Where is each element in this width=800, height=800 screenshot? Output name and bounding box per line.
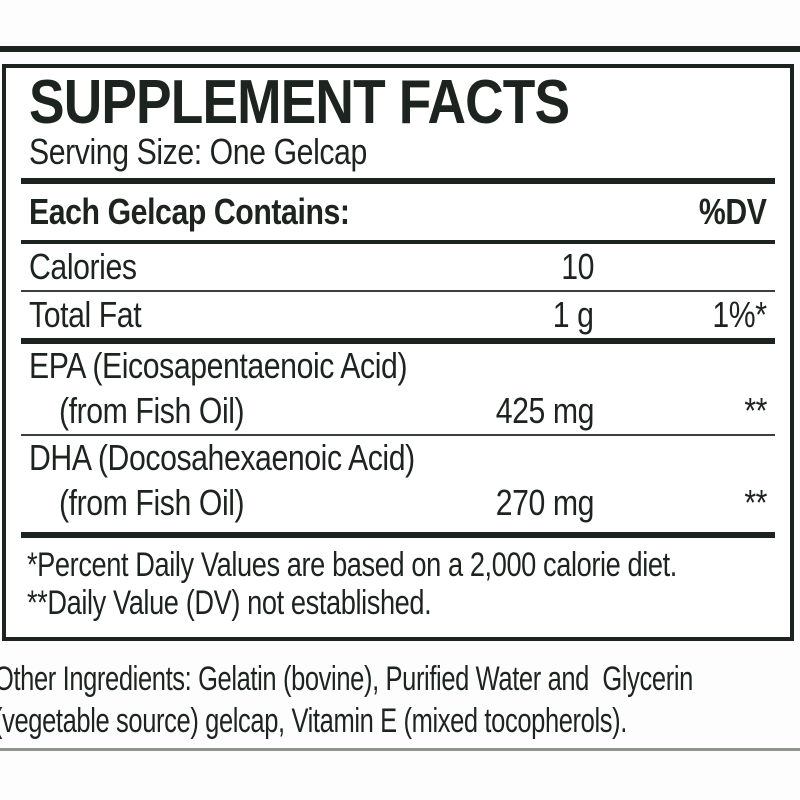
row-epa-amount: (from Fish Oil) 425 mg ** — [21, 388, 775, 434]
total-fat-dv: 1%* — [712, 294, 768, 335]
total-fat-name: Total Fat — [29, 294, 142, 335]
bottom-trim-line — [0, 748, 800, 751]
divider-thin — [21, 434, 775, 436]
other-ingredients-line2: (vegetable source) gelcap, Vitamin E (mi… — [0, 702, 627, 740]
epa-source: (from Fish Oil) — [59, 390, 245, 431]
dha-dv: ** — [744, 482, 767, 523]
header-dv-label: %DV — [699, 191, 767, 232]
other-ingredients: Other Ingredients: Gelatin (bovine), Pur… — [0, 658, 800, 742]
panel-title-text: SUPPLEMENT FACTS — [29, 68, 570, 137]
divider-thick — [21, 338, 775, 344]
total-fat-amount: 1 g — [553, 294, 594, 335]
row-dha-amount: (from Fish Oil) 270 mg ** — [21, 480, 775, 526]
panel-title: SUPPLEMENT FACTS — [21, 68, 775, 137]
row-epa-name: EPA (Eicosapentaenoic Acid) — [21, 344, 775, 388]
row-calories: Calories 10 — [21, 244, 775, 290]
serving-size: Serving Size: One Gelcap — [21, 132, 775, 172]
table-header: Each Gelcap Contains: %DV — [21, 184, 775, 240]
footnote-dv-not-established: **Daily Value (DV) not established. — [27, 584, 432, 622]
epa-amount: 425 mg — [495, 390, 595, 431]
calories-name: Calories — [29, 246, 137, 287]
epa-dv: ** — [744, 390, 767, 431]
row-dha-name: DHA (Docosahexaenoic Acid) — [21, 436, 775, 480]
divider-thick — [21, 532, 775, 538]
divider-thick — [21, 178, 775, 184]
dha-amount: 270 mg — [495, 482, 595, 523]
row-total-fat: Total Fat 1 g 1%* — [21, 292, 775, 338]
footnote-percent-dv: *Percent Daily Values are based on a 2,0… — [27, 546, 677, 584]
calories-amount: 10 — [561, 246, 594, 287]
serving-size-text: Serving Size: One Gelcap — [29, 131, 367, 172]
other-ingredients-line1: Other Ingredients: Gelatin (bovine), Pur… — [0, 660, 693, 698]
dha-name: DHA (Docosahexaenoic Acid) — [29, 437, 415, 478]
top-trim-line — [0, 46, 800, 52]
divider-thin — [21, 290, 775, 292]
footnotes: *Percent Daily Values are based on a 2,0… — [21, 546, 775, 622]
dha-source: (from Fish Oil) — [59, 482, 245, 523]
supplement-facts-panel: SUPPLEMENT FACTS Serving Size: One Gelca… — [2, 64, 794, 641]
header-contains-label: Each Gelcap Contains: — [29, 191, 350, 232]
divider-medium — [21, 240, 775, 244]
epa-name: EPA (Eicosapentaenoic Acid) — [29, 345, 408, 386]
